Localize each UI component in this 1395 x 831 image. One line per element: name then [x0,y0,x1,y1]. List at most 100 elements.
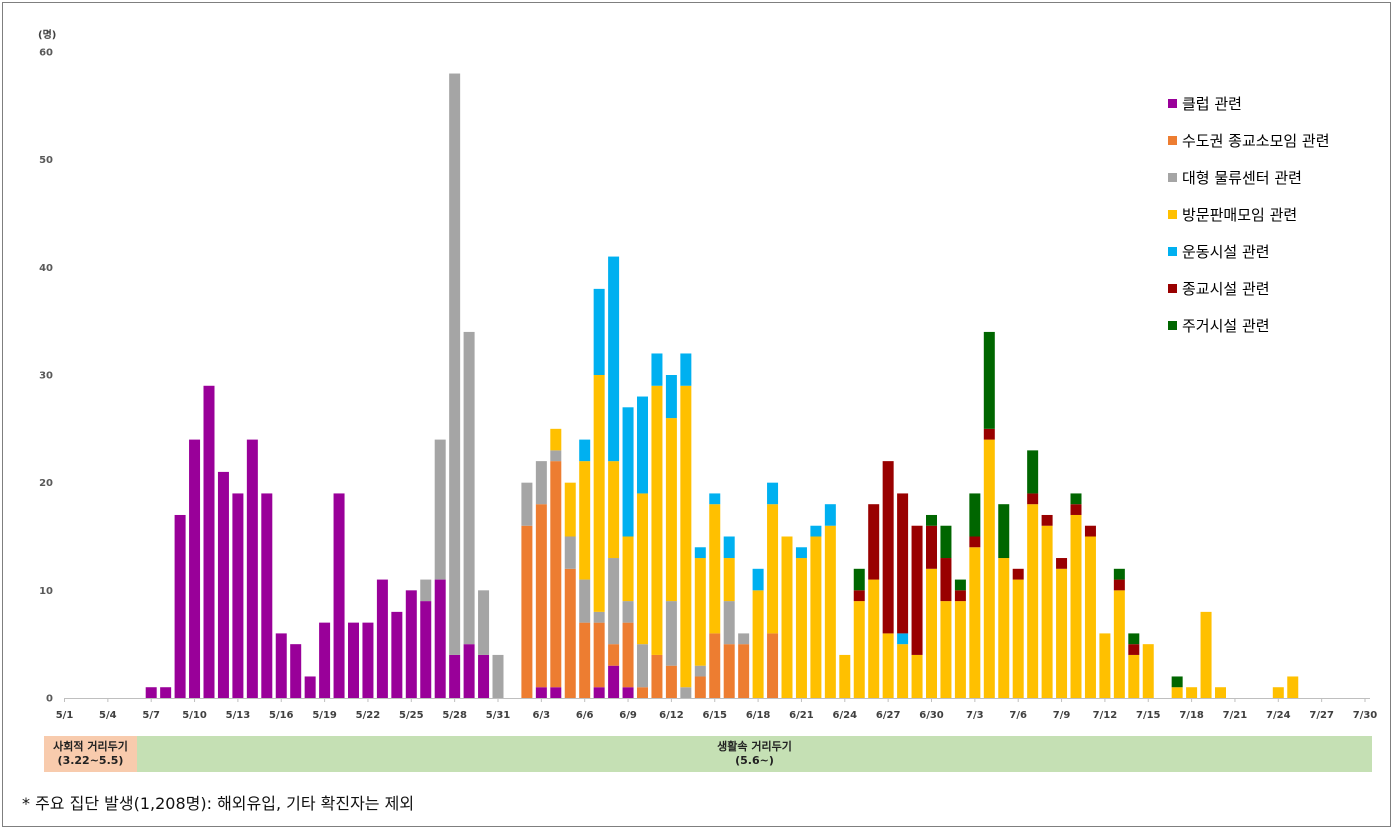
bar-segment [593,288,605,375]
bar-segment [608,665,620,698]
bar-segment [362,622,374,698]
x-tick-label: 7/24 [1266,710,1291,721]
x-tick-label: 7/9 [1053,710,1071,721]
bar-segment [1113,579,1125,591]
bar-segment [535,687,547,698]
bar-segment [564,568,576,698]
legend-label: 방문판매모임 관련 [1182,206,1297,224]
bar-segment [1200,611,1212,698]
phase-everyday-distancing: 생활속 거리두기 (5.6~) [137,736,1372,772]
bar-segment [550,450,562,462]
bar-segment [637,644,648,688]
legend-swatch [1168,173,1177,182]
bar-segment [1041,514,1053,526]
legend-label: 수도권 종교소모임 관련 [1182,132,1330,150]
bar-segment [810,536,822,698]
bar-segment [723,536,735,559]
y-unit-label: (명) [38,28,56,41]
bar-segment [521,482,533,526]
bar-segment [1171,676,1183,688]
bar-segment [622,601,634,623]
bar-segment [1113,590,1125,698]
bar-segment [261,493,273,698]
bar-segment [680,687,692,698]
bar-segment [1142,644,1154,698]
x-tick-label: 7/15 [1136,710,1161,721]
bar-segment [579,622,591,698]
bar-segment [463,644,475,698]
bar-segment [1128,633,1140,645]
bar-segment [1186,687,1198,698]
bar-segment [767,504,779,634]
bar-segment [694,558,706,666]
bar-segment [665,418,677,602]
x-tick-label: 6/21 [789,710,814,721]
x-tick-label: 5/4 [99,710,117,721]
phase-period: (5.6~) [735,754,774,767]
x-tick-label: 5/19 [312,710,337,721]
bar-segment [593,687,605,698]
x-tick-label: 6/18 [746,710,771,721]
bar-segment [463,331,475,645]
bar-segment [145,687,157,698]
bar-segment [550,428,562,451]
bar-segment [882,633,894,698]
bar-segment [1027,450,1039,494]
bar-segment [853,568,865,591]
bar-segment [839,654,851,698]
bar-segment [738,633,750,645]
x-tick-label: 7/18 [1179,710,1204,721]
bar-segment [897,633,909,645]
x-tick-label: 5/1 [56,710,74,721]
bar-segment [1041,525,1053,698]
bar-segment [579,439,591,462]
legend-label: 대형 물류센터 관련 [1182,169,1302,187]
y-axis: 0 10 20 30 40 50 60 [39,48,53,705]
bar-segment [405,590,417,698]
bar-segment [709,504,721,634]
bar-segment [795,558,807,698]
bar-segment [752,568,764,591]
bar-segment [723,558,735,602]
legend-swatch [1168,284,1177,293]
bar-segment [723,601,735,645]
bar-segment [232,493,244,698]
bar-segment [174,514,186,698]
bar-segment [593,611,605,623]
bar-segment [767,482,779,505]
bar-segment [680,353,692,386]
x-tick-label: 6/12 [659,710,684,721]
bar-segment [593,375,605,612]
y-tick-label: 50 [39,155,53,166]
bar-segment [348,622,359,698]
bar-segment [665,375,677,419]
bar-segment [983,331,995,429]
y-tick-label: 60 [39,48,53,59]
bar-segment [391,611,403,698]
bar-segment [608,558,620,645]
bar-segment [897,493,909,634]
bar-segment [1287,676,1299,698]
bar-segment [608,256,620,462]
y-tick-label: 40 [39,263,53,274]
bar-segment [550,461,562,688]
y-tick-label: 20 [39,478,53,489]
bar-segment [564,482,576,537]
bar-segment [926,568,937,698]
footnote: * 주요 집단 발생(1,208명): 해외유입, 기타 확진자는 제외 [22,794,415,813]
bar-segment [983,428,995,440]
bar-segment [1113,568,1125,580]
x-tick-label: 7/6 [1009,710,1027,721]
bar-segment [926,514,937,526]
bar-segment [665,601,677,666]
legend-swatch [1168,99,1177,108]
x-tick-label: 5/16 [269,710,294,721]
bar-segment [1084,525,1096,537]
bar-segment [998,558,1010,698]
bar-segment [897,644,909,698]
bar-segment [160,687,172,698]
bar-segment [550,687,562,698]
bar-segment [333,493,345,698]
bar-segment [1012,579,1024,698]
